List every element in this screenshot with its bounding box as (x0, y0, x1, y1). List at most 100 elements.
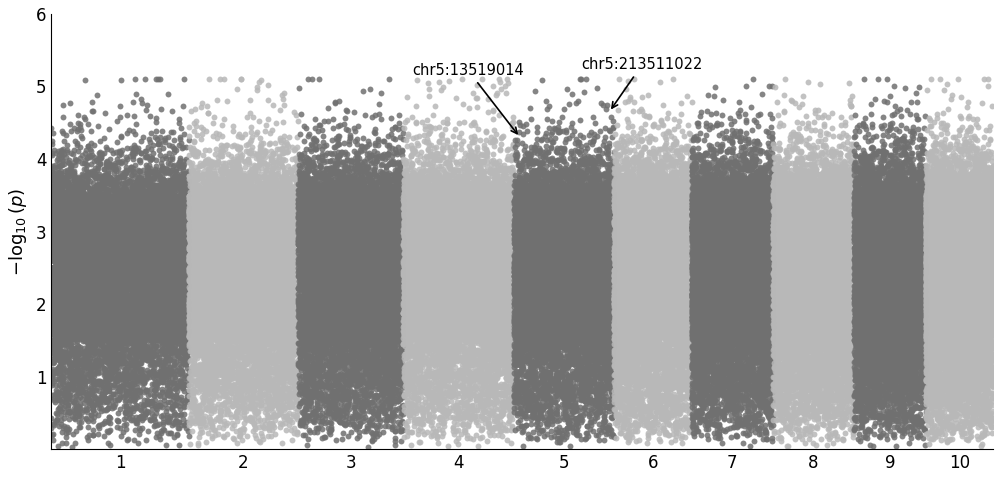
Point (637, 228, 653, 235)
Point (759, 257, 775, 265)
Point (49, 348, 65, 355)
Point (406, 366, 422, 374)
Point (795, 310, 811, 318)
Point (332, 199, 348, 206)
Point (639, 330, 655, 337)
Point (486, 265, 502, 273)
Point (928, 240, 944, 247)
Point (621, 234, 637, 242)
Point (47, 174, 63, 182)
Point (696, 195, 712, 203)
Point (638, 321, 654, 329)
Point (594, 393, 610, 400)
Point (775, 179, 791, 186)
Point (945, 389, 961, 397)
Point (522, 322, 538, 330)
Point (924, 193, 940, 200)
Point (913, 251, 929, 259)
Point (675, 405, 691, 413)
Point (287, 298, 303, 306)
Point (532, 275, 548, 283)
Point (875, 303, 891, 310)
Point (307, 312, 323, 319)
Point (896, 250, 912, 257)
Point (275, 197, 291, 205)
Point (913, 201, 929, 209)
Point (296, 308, 312, 315)
Point (680, 205, 696, 213)
Point (584, 309, 600, 317)
Point (771, 280, 787, 287)
Point (766, 269, 782, 276)
Point (715, 175, 731, 182)
Point (482, 199, 498, 206)
Point (659, 420, 675, 428)
Point (859, 244, 875, 251)
Point (737, 217, 753, 225)
Point (752, 304, 768, 312)
Point (218, 299, 234, 307)
Point (956, 293, 972, 301)
Point (68, 306, 84, 314)
Point (63, 275, 79, 283)
Point (297, 381, 313, 389)
Point (905, 239, 921, 247)
Point (633, 247, 649, 254)
Point (523, 199, 539, 206)
Point (791, 212, 807, 220)
Point (780, 310, 796, 318)
Point (319, 286, 335, 294)
Point (656, 224, 672, 231)
Point (598, 249, 614, 256)
Point (924, 173, 940, 181)
Point (126, 302, 142, 309)
Point (919, 367, 935, 375)
Point (691, 309, 707, 317)
Point (368, 215, 384, 222)
Point (627, 154, 643, 162)
Point (856, 347, 872, 354)
Point (839, 138, 855, 146)
Point (638, 160, 654, 167)
Point (685, 305, 701, 313)
Point (780, 281, 796, 289)
Point (930, 211, 946, 219)
Point (586, 285, 602, 292)
Point (555, 282, 571, 290)
Point (532, 219, 548, 227)
Point (130, 199, 146, 207)
Point (184, 259, 200, 267)
Point (430, 219, 446, 227)
Point (580, 228, 596, 236)
Point (636, 143, 652, 151)
Point (914, 293, 930, 300)
Point (609, 252, 625, 260)
Point (563, 343, 579, 351)
Point (806, 271, 822, 279)
Point (950, 232, 966, 240)
Point (106, 294, 122, 302)
Point (981, 178, 997, 186)
Point (86, 292, 102, 300)
Point (410, 251, 426, 259)
Point (819, 247, 835, 255)
Point (874, 125, 890, 132)
Point (201, 319, 217, 326)
Point (944, 227, 960, 235)
Point (552, 286, 568, 294)
Point (207, 224, 223, 231)
Point (946, 262, 962, 270)
Point (514, 299, 530, 307)
Point (280, 168, 296, 175)
Point (845, 234, 861, 241)
Point (427, 285, 443, 293)
Point (843, 271, 859, 278)
Point (382, 228, 398, 235)
Point (636, 246, 652, 253)
Point (626, 271, 642, 279)
Point (984, 284, 1000, 292)
Point (734, 255, 750, 263)
Point (739, 253, 755, 261)
Point (825, 133, 841, 140)
Point (766, 302, 782, 310)
